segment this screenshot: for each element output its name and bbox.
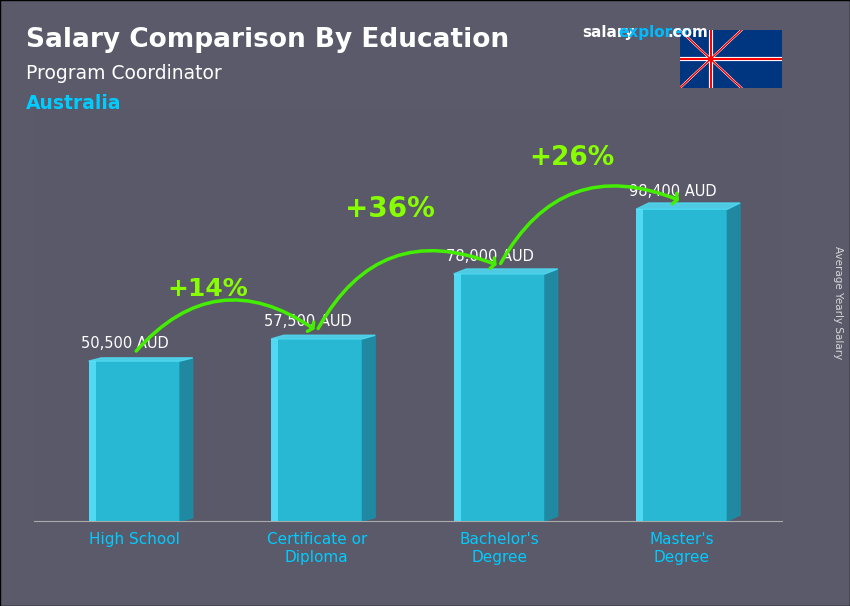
Text: salary: salary bbox=[582, 25, 635, 41]
FancyBboxPatch shape bbox=[88, 361, 180, 521]
Text: +14%: +14% bbox=[167, 277, 247, 301]
FancyBboxPatch shape bbox=[636, 209, 728, 521]
Polygon shape bbox=[454, 269, 558, 274]
Text: Program Coordinator: Program Coordinator bbox=[26, 64, 221, 82]
FancyBboxPatch shape bbox=[88, 361, 96, 521]
Text: +26%: +26% bbox=[530, 145, 615, 171]
Text: Average Yearly Salary: Average Yearly Salary bbox=[833, 247, 843, 359]
Text: +36%: +36% bbox=[345, 195, 434, 223]
Text: 50,500 AUD: 50,500 AUD bbox=[82, 336, 169, 351]
Text: Australia: Australia bbox=[26, 94, 121, 113]
FancyBboxPatch shape bbox=[271, 339, 279, 521]
Text: Salary Comparison By Education: Salary Comparison By Education bbox=[26, 27, 508, 53]
Polygon shape bbox=[180, 358, 193, 521]
Text: 78,000 AUD: 78,000 AUD bbox=[446, 249, 534, 264]
FancyBboxPatch shape bbox=[454, 274, 545, 521]
Text: 98,400 AUD: 98,400 AUD bbox=[629, 184, 717, 199]
Polygon shape bbox=[728, 203, 740, 521]
Polygon shape bbox=[88, 358, 193, 361]
Text: .com: .com bbox=[667, 25, 708, 41]
Text: 57,500 AUD: 57,500 AUD bbox=[264, 314, 352, 328]
FancyBboxPatch shape bbox=[636, 209, 643, 521]
Polygon shape bbox=[636, 203, 740, 209]
Polygon shape bbox=[362, 335, 375, 521]
FancyBboxPatch shape bbox=[454, 274, 461, 521]
FancyBboxPatch shape bbox=[271, 339, 362, 521]
Polygon shape bbox=[545, 269, 558, 521]
Text: explorer: explorer bbox=[619, 25, 691, 41]
Polygon shape bbox=[271, 335, 375, 339]
